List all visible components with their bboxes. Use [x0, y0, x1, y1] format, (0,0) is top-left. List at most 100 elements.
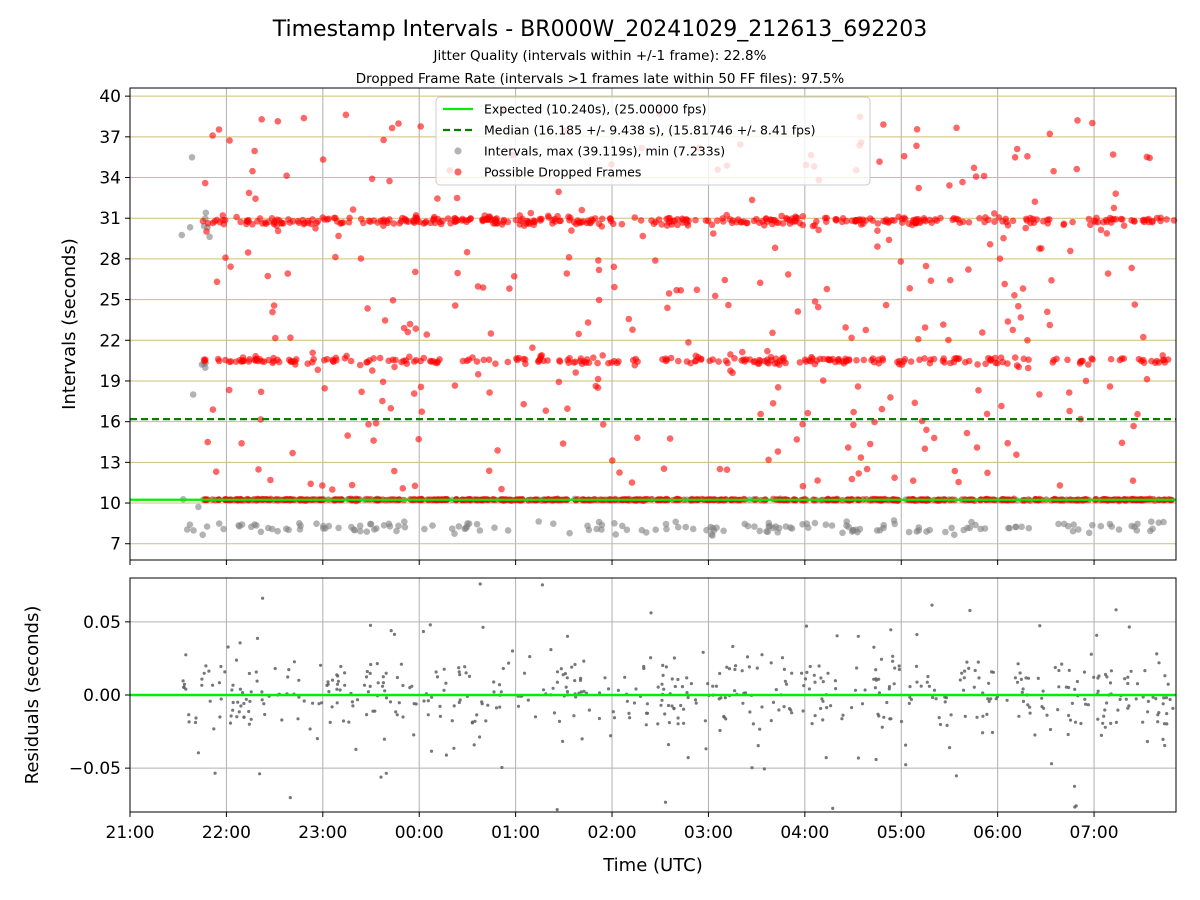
residual-point: [182, 682, 187, 686]
residual-point: [1084, 702, 1088, 706]
x-tick-label: 23:00: [298, 823, 347, 843]
residual-point: [1067, 668, 1071, 673]
residual-point: [977, 676, 981, 680]
dropped-frame-point: [727, 351, 734, 358]
dropped-frame-point: [1106, 214, 1114, 222]
residual-point: [308, 727, 312, 731]
dropped-frame-point: [211, 218, 219, 225]
residual-point: [813, 680, 817, 684]
residuals-y-tick-label: 0.05: [83, 613, 121, 633]
interval-point: [764, 528, 772, 536]
dropped-frame-point: [249, 221, 256, 228]
dropped-frame-point: [951, 467, 959, 475]
residual-point: [790, 711, 794, 715]
dropped-frame-point: [1011, 354, 1019, 361]
residual-point: [467, 674, 472, 679]
dropped-frame-point: [454, 269, 461, 277]
residual-point: [381, 681, 385, 685]
residual-point: [897, 667, 902, 672]
residual-point: [1123, 677, 1127, 681]
residual-point: [686, 756, 690, 760]
interval-point: [744, 522, 752, 530]
residual-point: [1033, 733, 1037, 737]
dropped-frame-point: [433, 359, 441, 367]
dropped-frame-point: [769, 329, 776, 337]
residual-point: [680, 685, 685, 689]
dropped-frame-point: [226, 137, 233, 144]
dropped-frame-point: [900, 152, 908, 160]
residual-point: [541, 688, 546, 692]
residual-point: [522, 671, 527, 675]
residual-point: [748, 710, 752, 714]
dropped-frame-point: [1046, 130, 1054, 138]
residual-point: [507, 661, 511, 665]
dropped-frame-point: [492, 360, 499, 368]
x-tick-label: 22:00: [202, 823, 251, 843]
dropped-frame-point: [921, 445, 929, 453]
residual-point: [963, 669, 967, 673]
residual-point: [263, 712, 267, 717]
residual-point: [368, 684, 372, 689]
residual-point: [676, 677, 680, 682]
residual-point: [927, 684, 932, 688]
residual-point: [686, 695, 690, 700]
residual-point: [981, 731, 985, 735]
residual-point: [660, 698, 664, 702]
dropped-frame-point: [765, 360, 772, 367]
residual-point: [444, 753, 448, 757]
dropped-frame-point: [1140, 333, 1147, 341]
interval-point: [313, 520, 320, 527]
dropped-frame-point: [1048, 277, 1055, 284]
dropped-frame-point: [233, 213, 240, 221]
dropped-frame-point: [1029, 215, 1037, 223]
residual-point: [976, 660, 980, 664]
residual-point: [755, 666, 759, 670]
residual-point: [932, 688, 937, 692]
dropped-frame-point: [360, 219, 367, 227]
residual-point: [442, 667, 446, 671]
intervals-plot-frame: [129, 87, 1177, 561]
residual-point: [711, 684, 715, 688]
dropped-frame-point: [1118, 439, 1126, 447]
dropped-frame-point: [323, 355, 331, 363]
residual-point: [855, 666, 859, 670]
dropped-frame-point: [312, 225, 319, 232]
dropped-frame-point: [370, 355, 378, 362]
dropped-frame-point: [529, 344, 536, 352]
dropped-frame-point: [314, 366, 322, 374]
interval-point: [915, 524, 923, 531]
interval-point: [1064, 522, 1072, 530]
dropped-frame-point: [756, 279, 764, 287]
dropped-frame-point: [799, 482, 807, 490]
dropped-frame-point: [493, 220, 501, 227]
dropped-frame-point: [1011, 154, 1019, 161]
residual-point: [335, 673, 339, 677]
dropped-frame-point: [591, 215, 599, 222]
dropped-frame-point: [270, 302, 278, 309]
residual-point: [1021, 699, 1026, 704]
dropped-frame-point: [347, 357, 355, 365]
dropped-frame-point: [227, 263, 234, 271]
residual-point: [311, 701, 315, 705]
dropped-frame-point: [434, 195, 441, 202]
dropped-frame-point: [648, 217, 655, 224]
dropped-frame-point: [762, 215, 770, 222]
dropped-frame-point: [374, 219, 382, 226]
dropped-frame-point: [679, 219, 686, 226]
residual-point: [899, 719, 904, 724]
dropped-frame-point: [1031, 198, 1039, 205]
dropped-frame-point: [342, 111, 350, 119]
intervals-y-ticks: 7 10 13 16 19 22 25 28 31 34 37 40: [99, 87, 130, 555]
dropped-frame-point: [880, 217, 887, 225]
x-tick-label: 06:00: [973, 823, 1022, 843]
residual-point: [990, 730, 995, 735]
residual-point: [236, 700, 240, 704]
residual-point: [475, 713, 479, 717]
residual-point: [981, 714, 985, 718]
residual-point: [758, 727, 762, 731]
residual-point: [565, 634, 570, 638]
dropped-frame-point: [1082, 377, 1090, 385]
residual-point: [733, 667, 737, 672]
legend-dropped-marker: [454, 168, 462, 176]
residual-point: [1079, 721, 1083, 726]
